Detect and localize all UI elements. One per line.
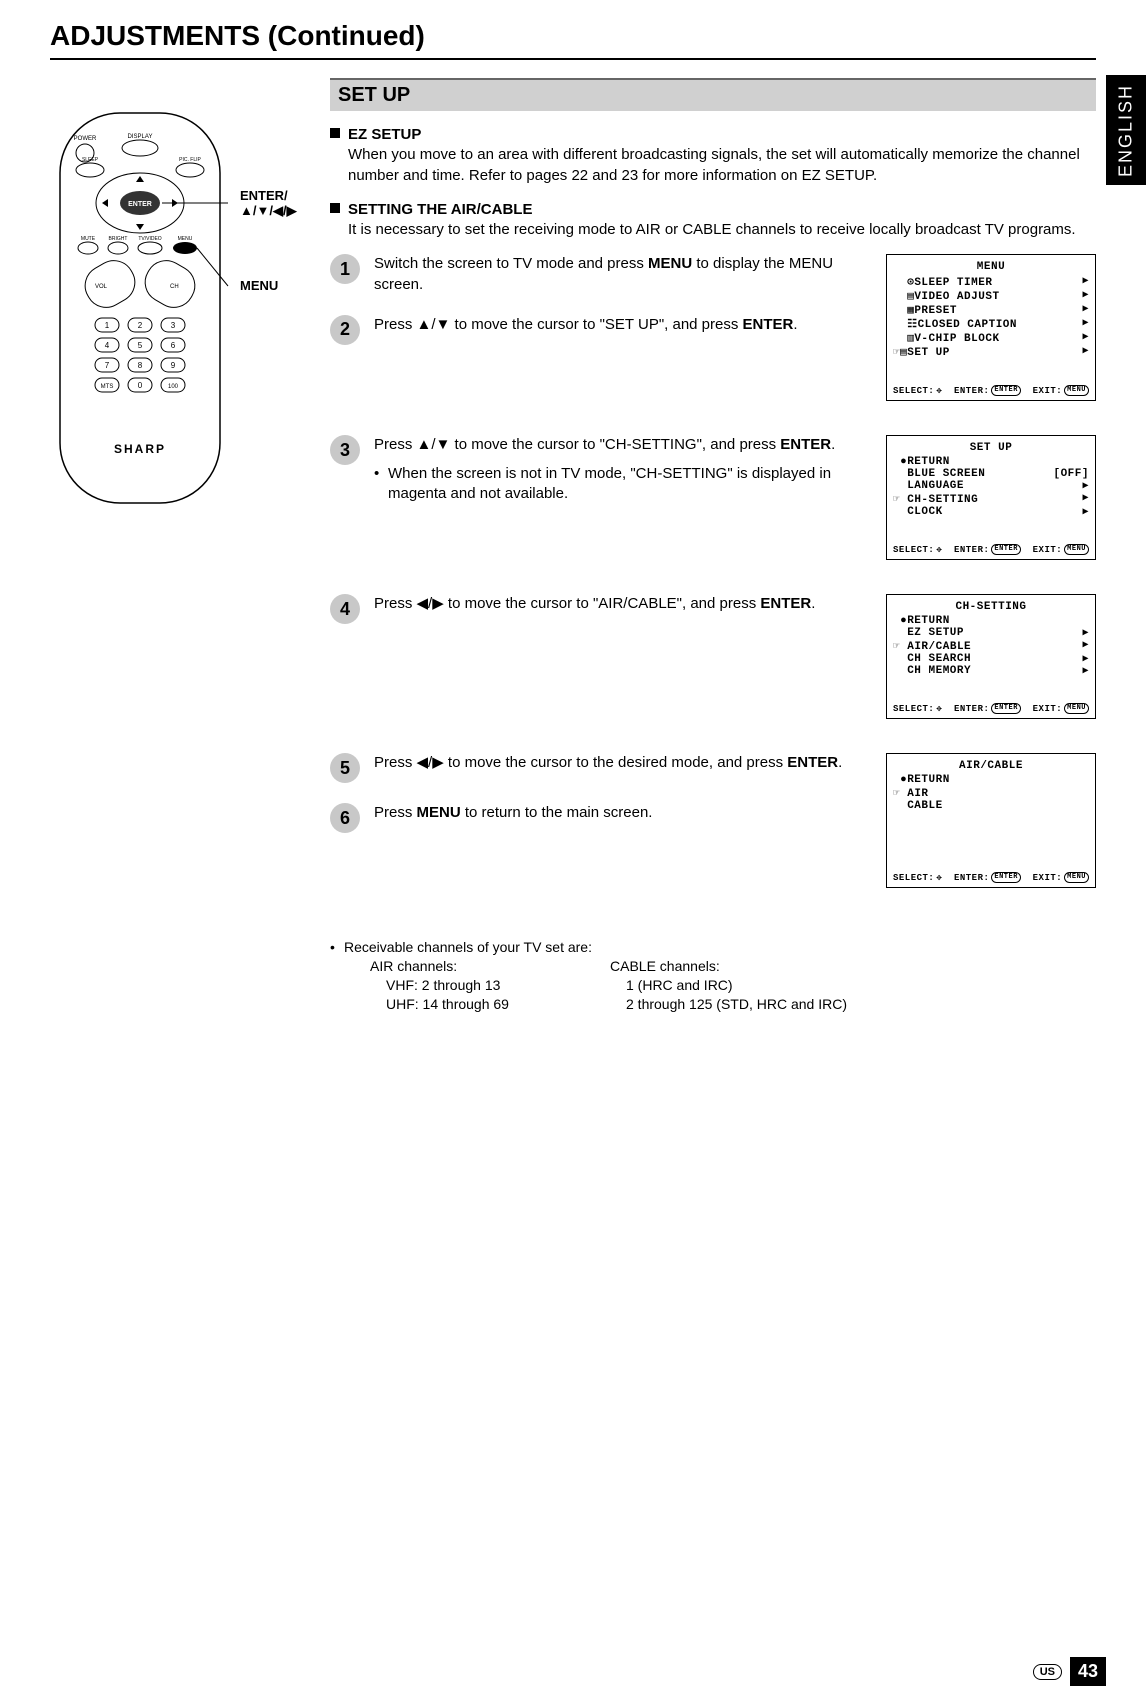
step-3: 3 Press ▲/▼ to move the cursor to "CH-SE… — [330, 435, 1096, 560]
step-text: Press ▲/▼ to move the cursor to "CH-SETT… — [374, 435, 876, 504]
svg-text:4: 4 — [105, 341, 110, 350]
svg-text:3: 3 — [171, 321, 176, 330]
region-badge: US — [1033, 1664, 1062, 1680]
osd-chsetting: CH-SETTING ●RETURN EZ SETUP▶ ☞ AIR/CABLE… — [886, 594, 1096, 719]
page-footer: US 43 — [1033, 1657, 1106, 1686]
intro-ez: EZ SETUP When you move to an area with d… — [330, 125, 1096, 186]
svg-text:PIC. FLIP: PIC. FLIP — [179, 157, 201, 163]
page-number: 43 — [1070, 1657, 1106, 1686]
cable-head: CABLE channels: — [610, 957, 910, 976]
step-6: 6 Press MENU to return to the main scree… — [330, 803, 872, 833]
air-uhf: UHF: 14 through 69 — [370, 995, 610, 1014]
svg-text:MUTE: MUTE — [81, 236, 96, 242]
step-number: 5 — [330, 753, 360, 783]
air-vhf: VHF: 2 through 13 — [370, 976, 610, 995]
remote-illustration: POWER DISPLAY SLEEP PIC. FLIP ENTER — [50, 108, 230, 508]
svg-text:2: 2 — [138, 321, 143, 330]
osd-title: CH-SETTING — [893, 601, 1089, 613]
cable-1: 1 (HRC and IRC) — [610, 976, 910, 995]
step-number: 3 — [330, 435, 360, 465]
step-number: 4 — [330, 594, 360, 624]
step-2: 2 Press ▲/▼ to move the cursor to "SET U… — [330, 315, 872, 345]
svg-text:9: 9 — [171, 361, 176, 370]
svg-text:7: 7 — [105, 361, 110, 370]
svg-text:SHARP: SHARP — [114, 442, 166, 456]
page-title: ADJUSTMENTS (Continued) — [50, 20, 1096, 52]
step-number: 1 — [330, 254, 360, 284]
svg-text:MTS: MTS — [101, 384, 114, 390]
osd-setup: SET UP ●RETURN BLUE SCREEN[OFF] LANGUAGE… — [886, 435, 1096, 560]
channels-note: Receivable channels of your TV set are: … — [330, 938, 1096, 1014]
step-text: Press MENU to return to the main screen. — [374, 803, 872, 823]
step-4: 4 Press ◀/▶ to move the cursor to "AIR/C… — [330, 594, 1096, 719]
intro-aircable: SETTING THE AIR/CABLE It is necessary to… — [330, 200, 1096, 241]
osd-title: MENU — [893, 261, 1089, 273]
step-text: Press ◀/▶ to move the cursor to "AIR/CAB… — [374, 594, 876, 614]
callout-menu: MENU — [240, 278, 278, 293]
left-column: POWER DISPLAY SLEEP PIC. FLIP ENTER — [50, 78, 320, 1014]
svg-text:TV/VIDEO: TV/VIDEO — [138, 236, 161, 242]
osd-menu: MENU ⊙SLEEP TIMER▶ ▤VIDEO ADJUST▶ ▦PRESE… — [886, 254, 1096, 401]
svg-text:ENTER: ENTER — [128, 201, 152, 208]
rule — [50, 58, 1096, 60]
section-heading: SET UP — [330, 78, 1096, 111]
svg-text:8: 8 — [138, 361, 143, 370]
svg-text:100: 100 — [168, 384, 179, 390]
svg-text:SLEEP: SLEEP — [82, 157, 99, 163]
step-note: When the screen is not in TV mode, "CH-S… — [374, 464, 876, 505]
step-text: Switch the screen to TV mode and press M… — [374, 254, 872, 295]
step-1: 1 Switch the screen to TV mode and press… — [330, 254, 872, 295]
osd-title: AIR/CABLE — [893, 760, 1089, 772]
step-number: 6 — [330, 803, 360, 833]
content-column: SET UP EZ SETUP When you move to an area… — [330, 78, 1096, 1014]
air-head: AIR channels: — [370, 957, 610, 976]
svg-text:MENU: MENU — [178, 236, 193, 242]
language-tab: ENGLISH — [1106, 75, 1146, 185]
step-number: 2 — [330, 315, 360, 345]
osd-title: SET UP — [893, 442, 1089, 454]
svg-text:CH: CH — [170, 284, 179, 290]
svg-text:0: 0 — [138, 381, 143, 390]
cable-2: 2 through 125 (STD, HRC and IRC) — [610, 995, 910, 1014]
svg-text:1: 1 — [105, 321, 110, 330]
step-5: 5 Press ◀/▶ to move the cursor to the de… — [330, 753, 872, 783]
svg-text:6: 6 — [171, 341, 176, 350]
step-text: Press ▲/▼ to move the cursor to "SET UP"… — [374, 315, 872, 335]
svg-text:VOL: VOL — [95, 284, 108, 290]
osd-aircable: AIR/CABLE ●RETURN ☞ AIR CABLE SELECT:✥ E… — [886, 753, 1096, 888]
svg-text:BRIGHT: BRIGHT — [109, 236, 128, 242]
svg-text:5: 5 — [138, 341, 143, 350]
callout-enter: ENTER/ ▲/▼/◀/▶ — [240, 188, 297, 219]
step-text: Press ◀/▶ to move the cursor to the desi… — [374, 753, 872, 773]
svg-text:POWER: POWER — [74, 136, 97, 142]
svg-text:DISPLAY: DISPLAY — [128, 134, 153, 140]
